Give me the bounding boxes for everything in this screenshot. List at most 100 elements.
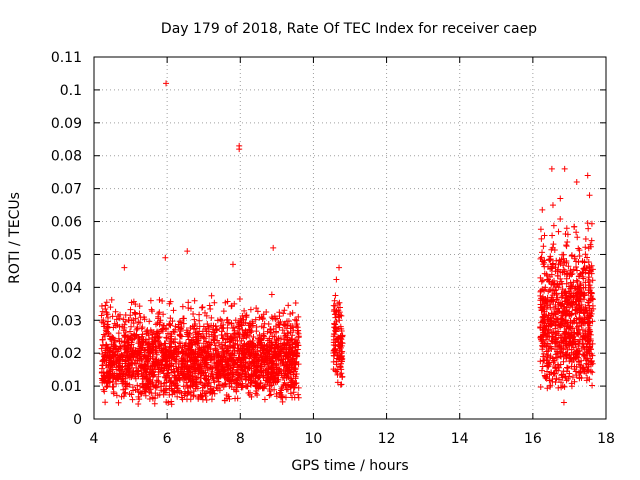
data-point bbox=[582, 244, 589, 251]
data-point bbox=[587, 312, 594, 319]
data-point bbox=[587, 243, 594, 250]
data-point bbox=[251, 358, 258, 365]
data-point bbox=[233, 387, 240, 394]
data-point bbox=[156, 309, 163, 316]
data-point bbox=[187, 324, 194, 331]
data-point bbox=[248, 393, 255, 400]
data-point bbox=[332, 292, 339, 299]
data-point bbox=[287, 310, 294, 317]
data-point bbox=[153, 381, 160, 388]
data-point bbox=[179, 303, 186, 310]
data-point bbox=[110, 335, 117, 342]
data-point bbox=[204, 321, 211, 328]
data-point bbox=[223, 391, 230, 398]
data-point bbox=[573, 263, 580, 270]
data-point bbox=[270, 244, 277, 251]
data-point bbox=[101, 323, 108, 330]
data-point bbox=[544, 362, 551, 369]
data-point bbox=[567, 279, 574, 286]
data-point bbox=[130, 354, 137, 361]
data-point bbox=[228, 335, 235, 342]
data-point bbox=[177, 333, 184, 340]
data-point bbox=[143, 328, 150, 335]
data-point bbox=[172, 382, 179, 389]
data-point bbox=[146, 395, 153, 402]
data-point bbox=[292, 300, 299, 307]
data-point bbox=[229, 350, 236, 357]
data-point bbox=[183, 347, 190, 354]
data-point bbox=[336, 317, 343, 324]
data-point bbox=[576, 302, 583, 309]
data-point bbox=[565, 288, 572, 295]
data-point bbox=[541, 232, 548, 239]
data-point bbox=[281, 370, 288, 377]
data-point bbox=[569, 340, 576, 347]
data-point bbox=[102, 362, 109, 369]
data-point bbox=[576, 336, 583, 343]
data-point bbox=[163, 334, 170, 341]
data-point bbox=[267, 374, 274, 381]
data-point bbox=[206, 379, 213, 386]
data-point bbox=[237, 342, 244, 349]
data-point bbox=[550, 222, 557, 229]
data-point bbox=[279, 384, 286, 391]
data-point bbox=[230, 344, 237, 351]
y-tick-label: 0 bbox=[73, 412, 82, 428]
data-point bbox=[248, 373, 255, 380]
data-point bbox=[332, 321, 339, 328]
data-point bbox=[105, 329, 112, 336]
data-point bbox=[290, 355, 297, 362]
data-point bbox=[223, 317, 230, 324]
data-point bbox=[205, 345, 212, 352]
data-point bbox=[183, 327, 190, 334]
data-point bbox=[548, 337, 555, 344]
data-point bbox=[218, 341, 225, 348]
data-point bbox=[283, 386, 290, 393]
data-point bbox=[177, 326, 184, 333]
data-point bbox=[120, 371, 127, 378]
data-point bbox=[222, 331, 229, 338]
data-point bbox=[123, 338, 130, 345]
data-point bbox=[549, 202, 556, 209]
data-point bbox=[223, 336, 230, 343]
data-point bbox=[190, 334, 197, 341]
data-point bbox=[220, 348, 227, 355]
data-point bbox=[185, 374, 192, 381]
data-point bbox=[137, 349, 144, 356]
data-point bbox=[126, 328, 133, 335]
data-point bbox=[331, 331, 338, 338]
data-point bbox=[581, 290, 587, 297]
data-point bbox=[289, 309, 296, 316]
data-point bbox=[163, 399, 170, 406]
data-point bbox=[137, 362, 144, 369]
data-point bbox=[241, 333, 248, 340]
data-point bbox=[552, 334, 559, 341]
data-point bbox=[338, 370, 345, 377]
data-point bbox=[266, 378, 273, 385]
data-point bbox=[152, 361, 159, 368]
data-point bbox=[190, 392, 197, 399]
y-tick-label: 0.01 bbox=[51, 379, 82, 395]
data-point bbox=[293, 322, 300, 329]
data-point bbox=[272, 378, 279, 385]
data-point bbox=[549, 244, 556, 251]
data-point bbox=[565, 375, 572, 382]
data-point bbox=[267, 329, 274, 336]
data-point bbox=[236, 296, 243, 303]
data-point bbox=[204, 365, 211, 372]
data-point bbox=[582, 251, 589, 258]
data-point bbox=[116, 323, 123, 330]
data-point bbox=[190, 326, 197, 333]
data-point bbox=[235, 355, 242, 362]
y-tick-label: 0.11 bbox=[51, 50, 82, 66]
data-point bbox=[105, 318, 112, 325]
data-point bbox=[227, 356, 234, 363]
data-point bbox=[257, 347, 264, 354]
x-tick-label: 12 bbox=[378, 431, 396, 447]
data-point bbox=[149, 331, 156, 338]
data-point bbox=[588, 296, 595, 303]
data-point bbox=[101, 378, 108, 385]
data-point bbox=[573, 277, 580, 284]
data-point bbox=[247, 306, 254, 313]
data-point bbox=[539, 363, 546, 370]
